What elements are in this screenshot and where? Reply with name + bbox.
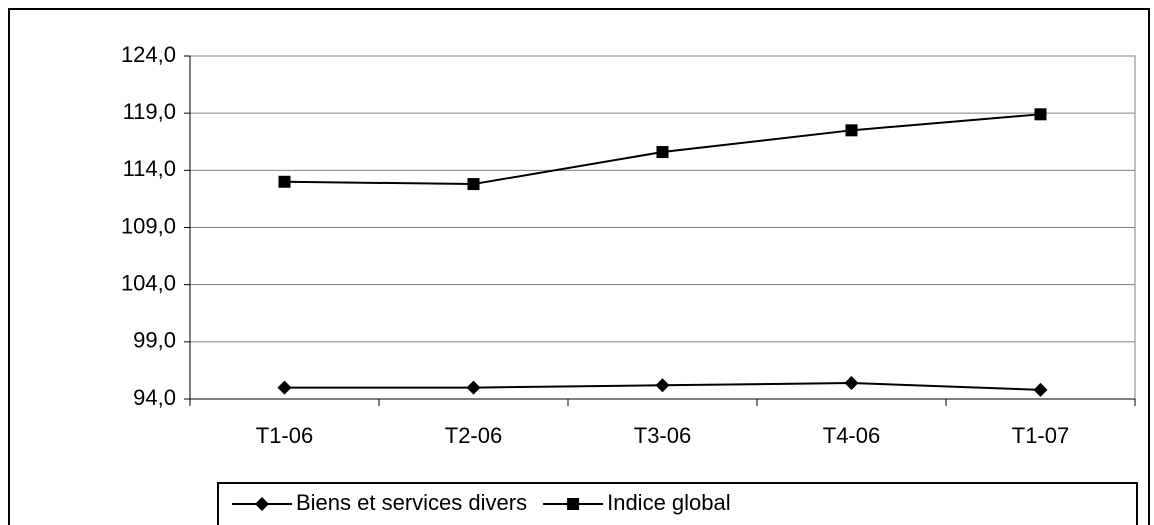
marker: [255, 497, 269, 511]
marker: [277, 380, 292, 395]
legend-label: Biens et services divers: [296, 490, 527, 515]
marker: [466, 380, 481, 395]
marker: [844, 375, 859, 390]
y-tick-label: 109,0: [121, 213, 176, 238]
marker: [467, 178, 480, 191]
marker: [656, 146, 669, 159]
y-tick-label: 94,0: [133, 385, 176, 410]
y-tick-label: 99,0: [133, 328, 176, 353]
y-tick-label: 104,0: [121, 270, 176, 295]
marker: [655, 378, 670, 393]
marker: [1034, 108, 1047, 121]
marker: [278, 175, 291, 188]
y-tick-label: 114,0: [123, 156, 176, 181]
marker: [845, 124, 858, 137]
marker: [567, 498, 580, 510]
x-tick-label: T1-06: [256, 423, 313, 448]
x-tick-label: T2-06: [445, 423, 502, 448]
x-tick-label: T4-06: [823, 423, 880, 448]
y-tick-label: 119,0: [123, 99, 176, 124]
y-tick-label: 124,0: [121, 42, 176, 67]
marker: [1033, 382, 1048, 397]
legend-box: [217, 482, 1138, 525]
legend-label: Indice global: [607, 490, 731, 515]
x-tick-label: T1-07: [1012, 423, 1069, 448]
x-tick-label: T3-06: [634, 423, 691, 448]
